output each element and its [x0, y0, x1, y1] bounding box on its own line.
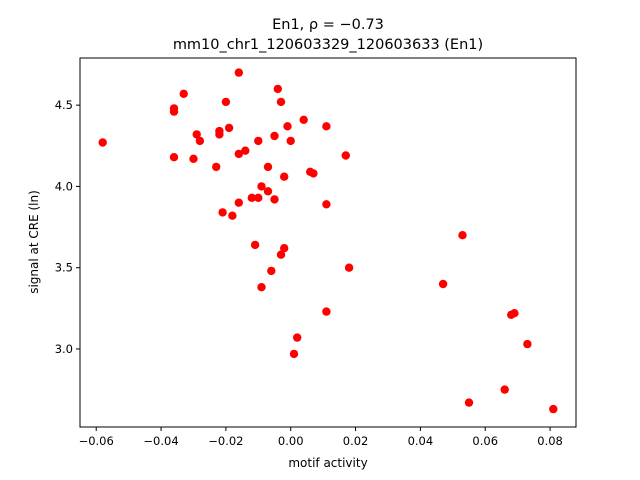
points-layer	[98, 68, 558, 414]
data-point	[500, 385, 509, 394]
data-point	[276, 97, 286, 107]
x-axis-label: motif activity	[288, 456, 367, 470]
x-tick-label: 0.00	[278, 434, 304, 448]
y-axis: 3.0 3.5 4.0 4.5	[55, 98, 80, 356]
y-tick-label: 3.5	[55, 261, 73, 275]
data-point	[263, 187, 273, 196]
data-point	[98, 138, 107, 147]
data-point	[341, 151, 350, 160]
data-point	[299, 115, 308, 125]
data-point	[286, 136, 295, 146]
x-tick-label: 0.04	[408, 434, 434, 448]
data-point	[523, 339, 532, 349]
data-point	[192, 130, 201, 139]
data-point	[179, 89, 188, 99]
data-point	[322, 307, 331, 316]
data-point	[212, 162, 221, 172]
data-point	[458, 231, 467, 240]
plot-frame	[79, 57, 577, 428]
data-point	[280, 244, 289, 253]
x-tick-label: −0.06	[79, 434, 114, 448]
data-point	[309, 169, 318, 178]
data-point	[218, 208, 227, 217]
data-point	[228, 211, 237, 220]
data-point	[273, 84, 282, 94]
data-point	[169, 153, 179, 162]
chart-title-line2: mm10_chr1_120603329_120603633 (En1)	[173, 37, 483, 53]
data-point	[234, 149, 243, 159]
data-point	[169, 107, 179, 116]
data-point	[241, 146, 250, 155]
data-point	[257, 182, 266, 191]
data-point	[254, 136, 263, 146]
data-point	[322, 122, 331, 131]
data-point	[283, 122, 292, 131]
data-point	[276, 250, 286, 259]
data-point	[250, 240, 260, 250]
data-point	[195, 136, 205, 146]
chart-title-line1: En1, ρ = −0.73	[272, 17, 384, 33]
data-point	[257, 283, 266, 292]
x-tick-label: 0.08	[537, 434, 563, 448]
y-tick-label: 4.5	[55, 98, 73, 112]
x-axis: −0.06 −0.04 −0.02 0.00 0.02 0.04 0.06 0.08	[79, 427, 563, 448]
data-point	[438, 279, 448, 289]
x-tick-label: −0.04	[143, 434, 178, 448]
y-axis-label: signal at CRE (ln)	[27, 190, 41, 294]
data-point	[344, 263, 354, 272]
data-point	[549, 404, 558, 414]
data-point	[254, 193, 263, 202]
data-point	[289, 349, 299, 359]
data-point	[270, 195, 279, 204]
y-tick-label: 3.0	[55, 342, 73, 356]
x-tick-label: −0.02	[208, 434, 243, 448]
data-point	[510, 309, 519, 318]
x-tick-label: 0.06	[472, 434, 498, 448]
data-point	[267, 266, 276, 276]
data-point	[215, 130, 224, 139]
data-point	[263, 162, 273, 172]
data-point	[234, 198, 243, 207]
data-point	[189, 154, 198, 163]
data-point	[224, 123, 234, 133]
data-point	[270, 131, 279, 141]
y-tick-label: 4.0	[55, 179, 73, 193]
data-point	[234, 68, 243, 77]
data-point	[280, 172, 289, 181]
data-point	[322, 200, 331, 209]
data-point	[293, 333, 302, 342]
x-tick-label: 0.02	[343, 434, 369, 448]
data-point	[221, 97, 231, 107]
data-point	[247, 193, 256, 202]
data-point	[464, 398, 474, 407]
